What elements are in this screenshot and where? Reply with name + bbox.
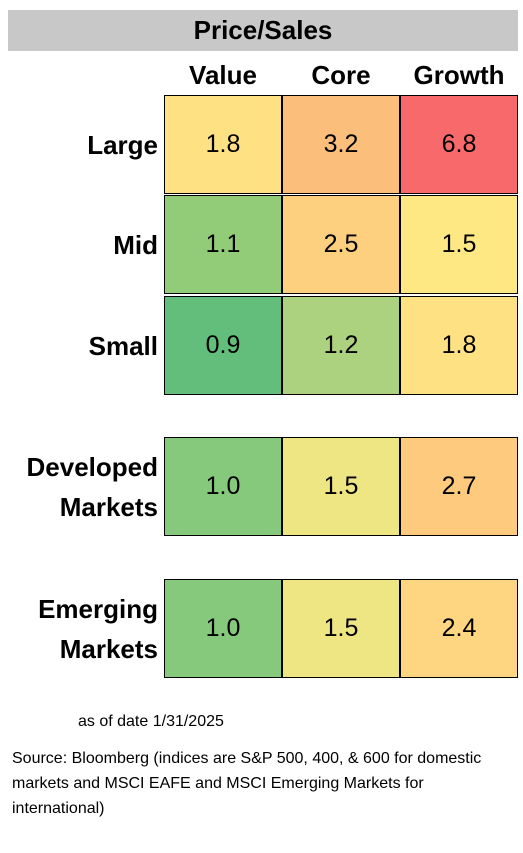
as-of-date-note: as of date 1/31/2025 (78, 713, 224, 730)
heatmap-cell: 1.2 (282, 296, 400, 395)
heatmap-cell: 1.5 (282, 579, 400, 678)
row-label-line: Markets (59, 491, 158, 522)
heatmap-cell: 1.1 (164, 195, 282, 294)
row-label: Emerging Markets (0, 579, 158, 678)
row-label: Small (88, 330, 158, 361)
chart-title: Price/Sales (8, 10, 518, 51)
heatmap-cell: 1.5 (282, 437, 400, 536)
heatmap-cell: 2.5 (282, 195, 400, 294)
column-header-value: Value (189, 59, 257, 90)
column-header-growth: Growth (413, 59, 505, 90)
heatmap-cell: 1.8 (400, 296, 518, 395)
row-label-line: Developed (26, 451, 159, 482)
heatmap-cell: 3.2 (282, 95, 400, 194)
row-label: Mid (113, 229, 158, 260)
heatmap-cell: 6.8 (400, 95, 518, 194)
row-label: Developed Markets (0, 437, 159, 536)
column-header-core: Core (311, 59, 371, 90)
heatmap-cell: 0.9 (164, 296, 282, 395)
heatmap-cell: 1.0 (164, 579, 282, 678)
row-label-line: Emerging (38, 593, 158, 624)
heatmap-cell: 2.4 (400, 579, 518, 678)
row-label: Large (87, 129, 158, 160)
row-label-line: Markets (59, 633, 158, 664)
heatmap-cell: 1.5 (400, 195, 518, 294)
heatmap-cell: 1.0 (164, 437, 282, 536)
heatmap-cell: 2.7 (400, 437, 518, 536)
heatmap-cell: 1.8 (164, 95, 282, 194)
source-note: Source: Bloomberg (indices are S&P 500, … (12, 750, 482, 817)
